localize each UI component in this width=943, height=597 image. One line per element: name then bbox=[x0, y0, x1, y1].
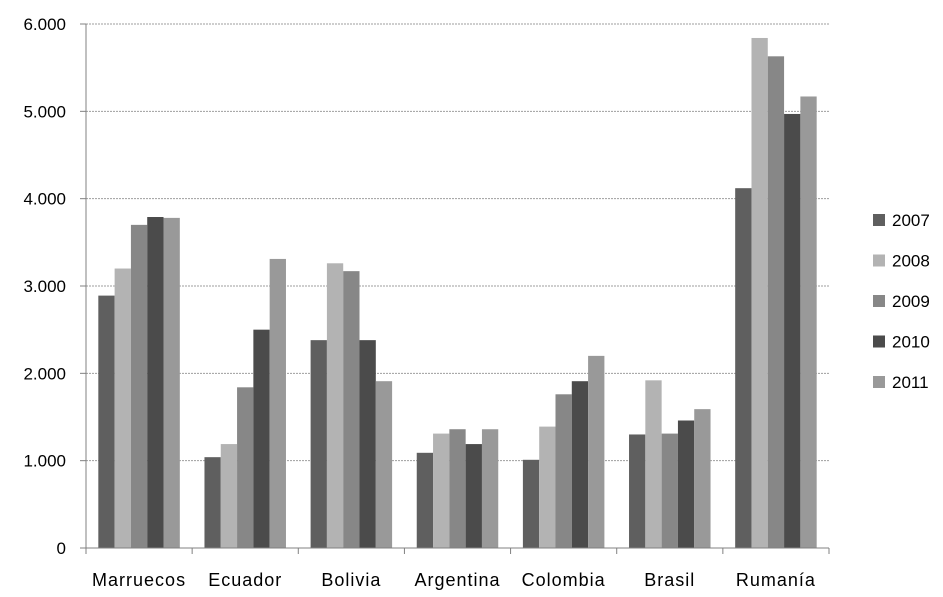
bar-2009 bbox=[661, 433, 678, 548]
x-tick-label: Ecuador bbox=[208, 570, 282, 590]
bar-2009 bbox=[130, 224, 148, 548]
bars bbox=[98, 37, 817, 549]
bar-2007 bbox=[735, 188, 752, 549]
y-tick-label: 1.000 bbox=[23, 452, 66, 471]
bar-2008 bbox=[751, 37, 768, 549]
bar-2007 bbox=[310, 340, 327, 548]
bar-2007 bbox=[629, 434, 646, 548]
x-tick-label: Marruecos bbox=[92, 570, 186, 590]
bar-2007 bbox=[98, 295, 115, 548]
legend-swatch-2010 bbox=[873, 335, 885, 348]
gridlines bbox=[86, 23, 829, 462]
x-tick-label: Argentina bbox=[414, 570, 500, 590]
bar-2008 bbox=[326, 263, 344, 548]
bar-2010 bbox=[677, 420, 695, 548]
bar-2010 bbox=[147, 217, 164, 549]
bar-2009 bbox=[555, 394, 572, 548]
x-tick-label: Colombia bbox=[522, 570, 606, 590]
y-tick-label: 0 bbox=[57, 539, 66, 558]
x-tick-label: Brasil bbox=[644, 570, 695, 590]
bar-2009 bbox=[767, 56, 785, 549]
legend-swatch-2008 bbox=[873, 254, 885, 267]
bar-2007 bbox=[522, 459, 540, 548]
bar-2011 bbox=[163, 217, 180, 548]
bar-2011 bbox=[694, 409, 711, 548]
y-tick-labels: 0 1.000 2.000 3.000 4.000 5.000 6.000 bbox=[23, 15, 66, 558]
axes bbox=[80, 23, 830, 554]
legend: 2007 2008 2009 2010 2011 bbox=[873, 211, 930, 392]
bar-2011 bbox=[588, 355, 605, 548]
legend-label: 2007 bbox=[892, 211, 930, 230]
legend-swatch-2009 bbox=[873, 295, 885, 307]
y-tick-label: 6.000 bbox=[23, 15, 66, 34]
bar-2007 bbox=[416, 452, 434, 548]
bar-2008 bbox=[114, 268, 131, 548]
legend-label: 2008 bbox=[892, 252, 930, 271]
legend-label: 2010 bbox=[892, 333, 930, 352]
bar-2011 bbox=[269, 258, 286, 548]
x-tick-labels: Marruecos Ecuador Bolivia Argentina Colombia… bbox=[92, 570, 816, 590]
x-tick-label: Rumanía bbox=[736, 570, 816, 590]
bar-2007 bbox=[204, 457, 221, 548]
legend-swatch-2007 bbox=[873, 214, 885, 226]
bar-2011 bbox=[800, 96, 817, 548]
bar-2011 bbox=[481, 429, 499, 548]
bar-2008 bbox=[645, 380, 662, 548]
legend-swatch-2011 bbox=[873, 376, 885, 388]
bar-2008 bbox=[220, 444, 238, 548]
bar-2010 bbox=[571, 381, 589, 548]
legend-label: 2011 bbox=[892, 373, 929, 392]
x-tick-label: Bolivia bbox=[321, 570, 381, 590]
y-tick-label: 4.000 bbox=[23, 190, 66, 209]
bar-2011 bbox=[375, 381, 393, 548]
bar-2010 bbox=[465, 444, 482, 548]
bar-2010 bbox=[784, 113, 801, 548]
bar-2009 bbox=[343, 271, 360, 548]
bar-2009 bbox=[449, 429, 466, 548]
bar-2009 bbox=[237, 387, 254, 548]
y-tick-label: 5.000 bbox=[23, 102, 66, 121]
bar-2008 bbox=[433, 433, 450, 548]
bar-2008 bbox=[539, 426, 556, 548]
bar-2010 bbox=[359, 340, 376, 548]
y-tick-label: 2.000 bbox=[23, 364, 66, 383]
bar-2010 bbox=[253, 329, 270, 548]
y-tick-label: 3.000 bbox=[23, 277, 66, 296]
legend-label: 2009 bbox=[892, 292, 930, 311]
